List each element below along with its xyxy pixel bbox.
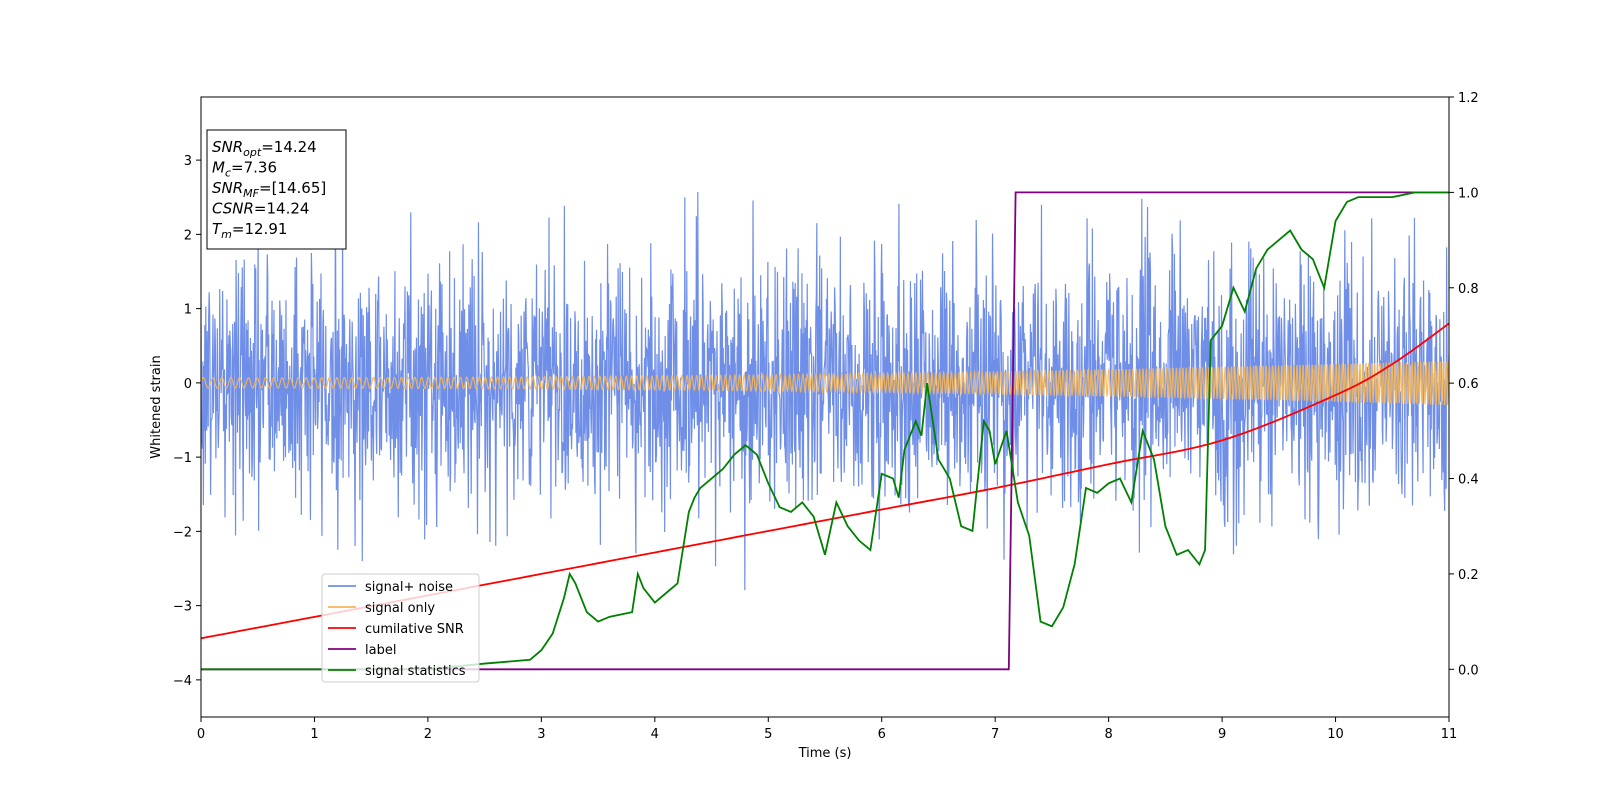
legend: signal+ noise signal only cumilative SNR la… — [321, 573, 480, 683]
x-tick-label: 11 — [1441, 727, 1458, 742]
info-box-line: CSNR=14.24 — [212, 200, 309, 218]
legend-label-label: label — [365, 643, 396, 658]
y-axis-right: 1.2 1.0 0.8 0.6 0.4 0.2 0.0 — [1449, 91, 1479, 678]
x-axis-label: Time (s) — [798, 746, 852, 761]
y2-tick-label: 0.6 — [1458, 377, 1479, 392]
y-tick-label: −1 — [173, 451, 192, 466]
plot-frame — [200, 96, 1450, 718]
y-axis-label: Whitened strain — [149, 355, 164, 458]
x-tick-label: 0 — [197, 727, 205, 742]
legend-frame — [321, 573, 480, 683]
info-box: SNRopt=14.24Mc=7.36SNRMF=[14.65]CSNR=14.… — [206, 129, 347, 250]
series-signal-statistics-line — [201, 191, 1449, 671]
info-box-frame — [206, 129, 347, 250]
legend-signal-only-label: signal only — [365, 601, 435, 616]
x-tick-label: 4 — [651, 727, 659, 742]
y-tick-label: −2 — [173, 525, 192, 540]
x-tick-label: 2 — [424, 727, 432, 742]
x-axis: 0 1 2 3 4 5 6 7 8 9 10 11 — [197, 717, 1457, 742]
x-tick-label: 1 — [310, 727, 318, 742]
legend-signal-statistics-label: signal statistics — [365, 664, 466, 679]
legend-cumulative-snr-label: cumilative SNR — [365, 622, 464, 637]
y-tick-label: 2 — [184, 228, 192, 243]
x-tick-label: 6 — [878, 727, 886, 742]
y-tick-label: 1 — [184, 303, 192, 318]
y2-tick-label: 1.2 — [1458, 91, 1479, 106]
y2-tick-label: 1.0 — [1458, 186, 1479, 201]
y2-tick-label: 0.4 — [1458, 473, 1479, 488]
x-tick-label: 8 — [1104, 727, 1112, 742]
series-signal-only-line — [201, 360, 1449, 406]
y-axis-left: 3 2 1 0 −1 −2 −3 −4 — [173, 154, 201, 689]
info-box-line: Mc=7.36 — [212, 159, 277, 180]
info-box-line: Tm=12.91 — [212, 220, 287, 241]
y2-tick-label: 0.8 — [1458, 282, 1479, 297]
y2-tick-label: 0.0 — [1458, 663, 1479, 678]
x-tick-label: 10 — [1327, 727, 1344, 742]
x-tick-label: 7 — [991, 727, 999, 742]
y-tick-label: −3 — [173, 600, 192, 615]
x-tick-label: 3 — [537, 727, 545, 742]
legend-signal-noise-label: signal+ noise — [365, 580, 453, 595]
y-tick-label: −4 — [173, 674, 192, 689]
series-label-line — [201, 191, 1449, 671]
x-tick-label: 9 — [1218, 727, 1226, 742]
info-box-line: SNRMF=[14.65] — [212, 179, 326, 200]
y2-tick-label: 0.2 — [1458, 568, 1479, 583]
series-signal-noise-line — [201, 179, 1449, 591]
y-tick-label: 0 — [184, 377, 192, 392]
y-tick-label: 3 — [184, 154, 192, 169]
x-tick-label: 5 — [764, 727, 772, 742]
info-box-line: SNRopt=14.24 — [212, 138, 317, 159]
